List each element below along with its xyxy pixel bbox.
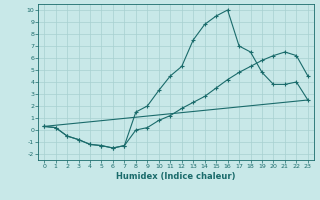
X-axis label: Humidex (Indice chaleur): Humidex (Indice chaleur) bbox=[116, 172, 236, 181]
